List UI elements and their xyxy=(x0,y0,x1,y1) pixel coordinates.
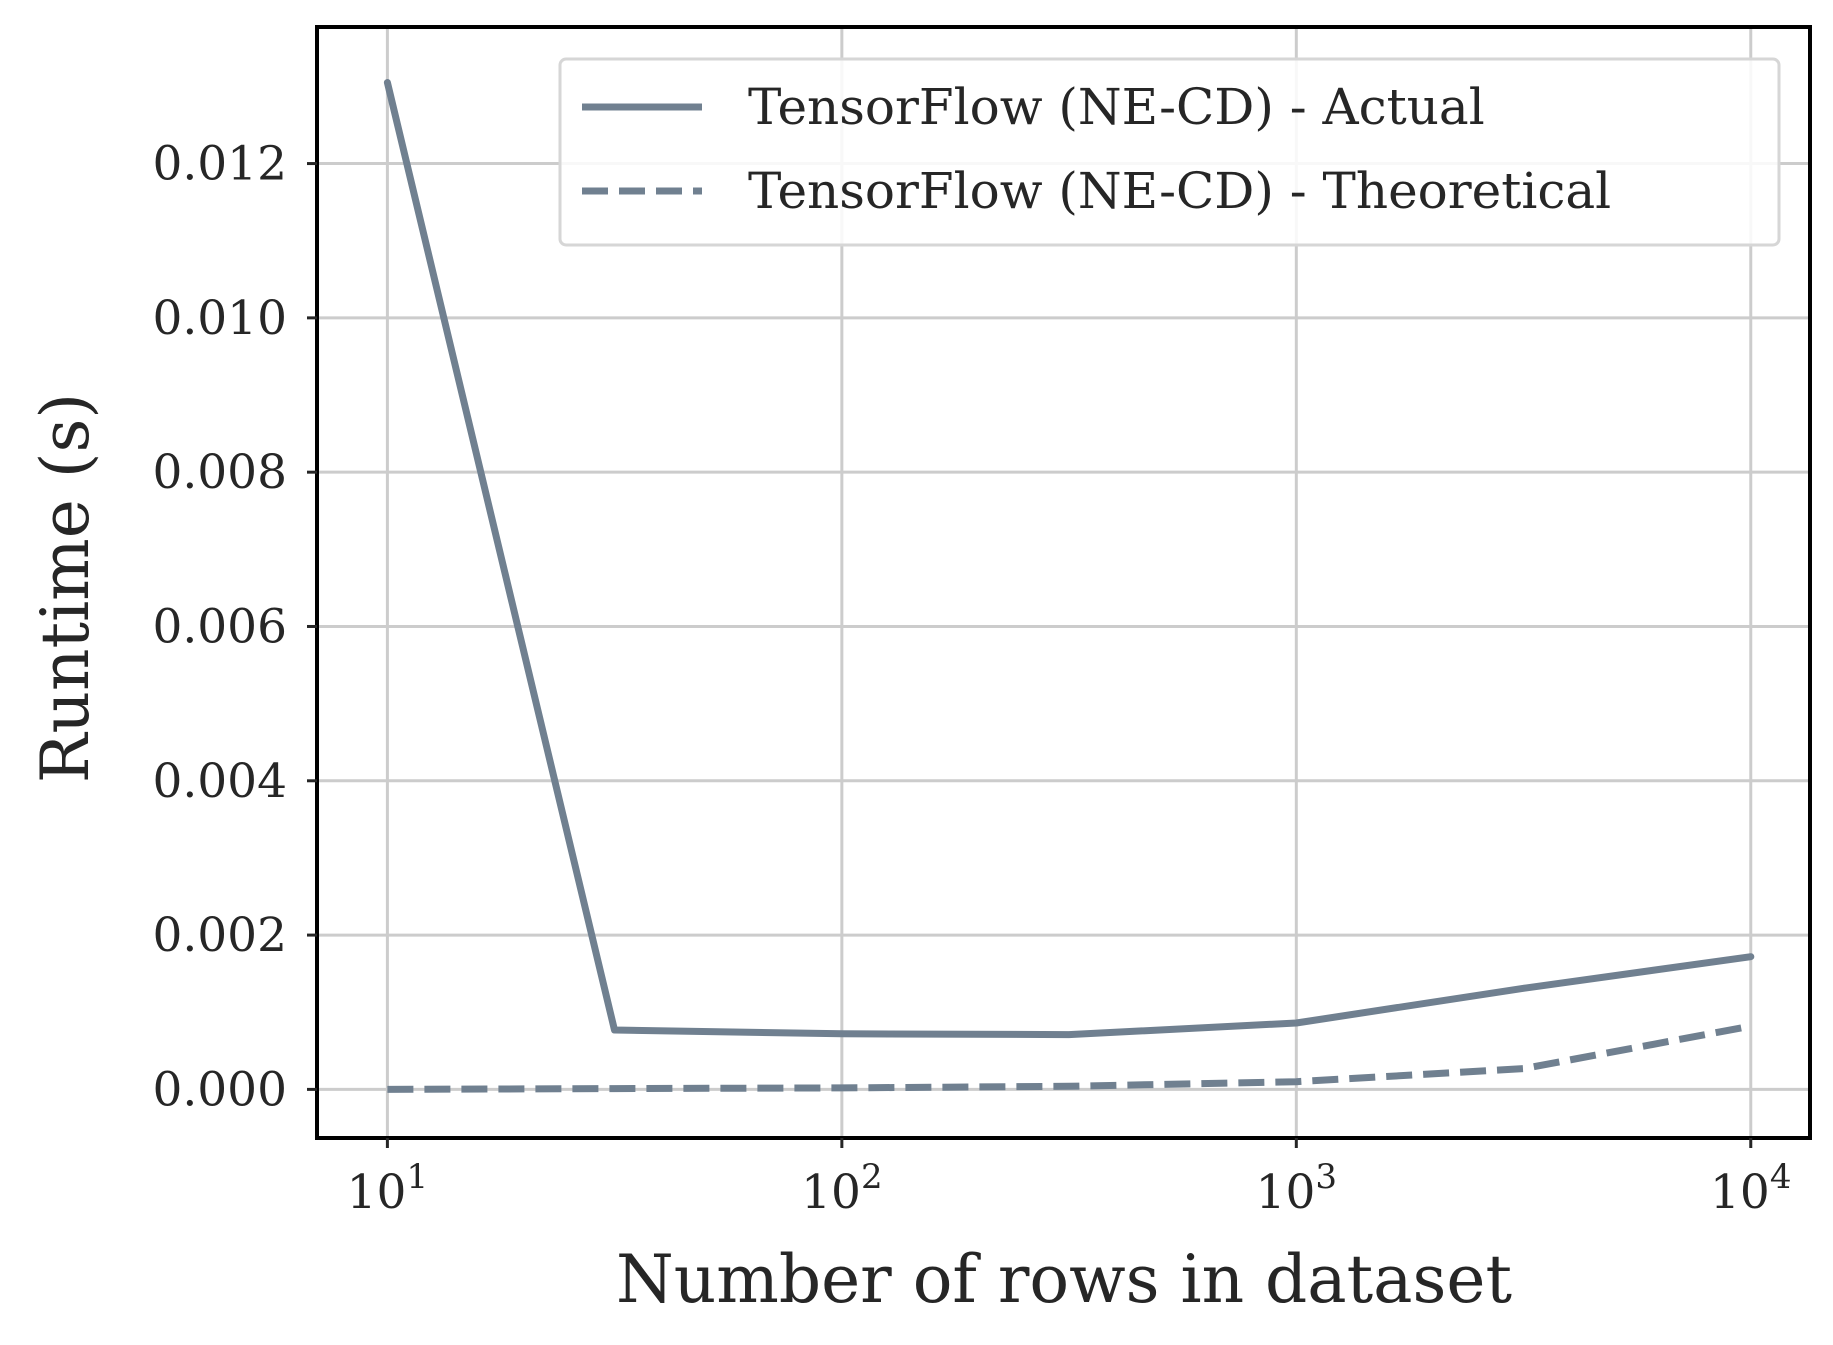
series-line-actual xyxy=(383,79,1755,1039)
legend-label-actual: TensorFlow (NE-CD) - Actual xyxy=(748,78,1485,136)
x-tick-label: 104 xyxy=(1710,1157,1791,1220)
x-tick-base: 10 xyxy=(1710,1165,1770,1220)
x-tick-base: 10 xyxy=(1256,1165,1316,1220)
x-tick-label: 103 xyxy=(1256,1157,1337,1220)
y-axis-label: Runtime (s) xyxy=(27,393,104,783)
legend: TensorFlow (NE-CD) - Actual TensorFlow (… xyxy=(558,57,1781,247)
legend-box xyxy=(558,57,1781,247)
x-tick-exponent: 2 xyxy=(861,1157,883,1197)
x-axis-label: Number of rows in dataset xyxy=(616,1241,1512,1318)
y-axis-ticks: 0.000 0.002 0.004 0.006 0.008 0.010 0.012 xyxy=(152,137,317,1117)
x-tick-label: 101 xyxy=(347,1157,428,1220)
y-tick-label: 0.006 xyxy=(152,599,287,654)
x-tick-exponent: 3 xyxy=(1315,1157,1337,1197)
y-tick-label: 0.010 xyxy=(152,291,287,346)
x-tick-exponent: 4 xyxy=(1770,1157,1792,1197)
y-tick-label: 0.012 xyxy=(152,137,287,192)
y-tick-label: 0.004 xyxy=(152,754,287,809)
y-tick-label: 0.002 xyxy=(152,908,287,963)
legend-label-theoretical: TensorFlow (NE-CD) - Theoretical xyxy=(748,162,1611,220)
series-lines xyxy=(383,79,1755,1093)
x-tick-label: 102 xyxy=(801,1157,882,1220)
plot-frame xyxy=(315,25,1812,1140)
x-tick-exponent: 1 xyxy=(406,1157,428,1197)
x-axis-ticks: 101 102 103 104 xyxy=(347,1138,1791,1220)
x-tick-base: 10 xyxy=(347,1165,407,1220)
y-tick-label: 0.008 xyxy=(152,445,287,500)
series-line-theoretical xyxy=(387,1022,1752,1093)
y-tick-label: 0.000 xyxy=(152,1062,287,1117)
x-tick-base: 10 xyxy=(801,1165,861,1220)
